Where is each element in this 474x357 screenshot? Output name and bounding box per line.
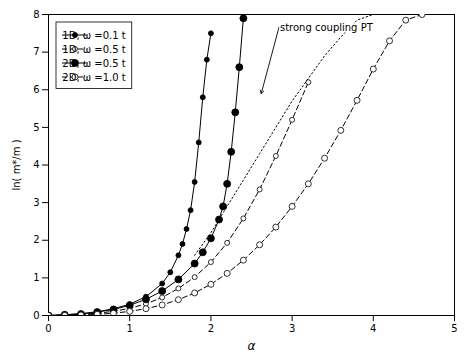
svg-text:8: 8 [33,9,39,20]
svg-text:strong coupling PT: strong coupling PT [280,22,374,33]
svg-text:α: α [248,339,256,353]
svg-text:1D, ω =0.5 t: 1D, ω =0.5 t [62,44,125,55]
svg-text:5: 5 [33,122,39,133]
svg-text:2: 2 [33,234,39,245]
svg-text:5: 5 [451,323,457,334]
svg-text:2: 2 [208,323,214,334]
svg-text:0: 0 [45,323,51,334]
svg-text:ln( m*/m ): ln( m*/m ) [11,139,22,190]
svg-text:7: 7 [33,46,39,57]
svg-text:2D, ω =0.5 t: 2D, ω =0.5 t [62,58,125,69]
svg-text:1D, ω =0.1 t: 1D, ω =0.1 t [62,30,125,41]
svg-text:3: 3 [33,197,39,208]
svg-text:6: 6 [33,84,39,95]
svg-text:4: 4 [33,159,39,170]
svg-text:3: 3 [289,323,295,334]
svg-text:1: 1 [33,272,39,283]
svg-text:1: 1 [127,323,133,334]
svg-text:2D, ω =1.0 t: 2D, ω =1.0 t [62,72,125,83]
svg-text:0: 0 [33,310,39,321]
svg-text:4: 4 [370,323,376,334]
